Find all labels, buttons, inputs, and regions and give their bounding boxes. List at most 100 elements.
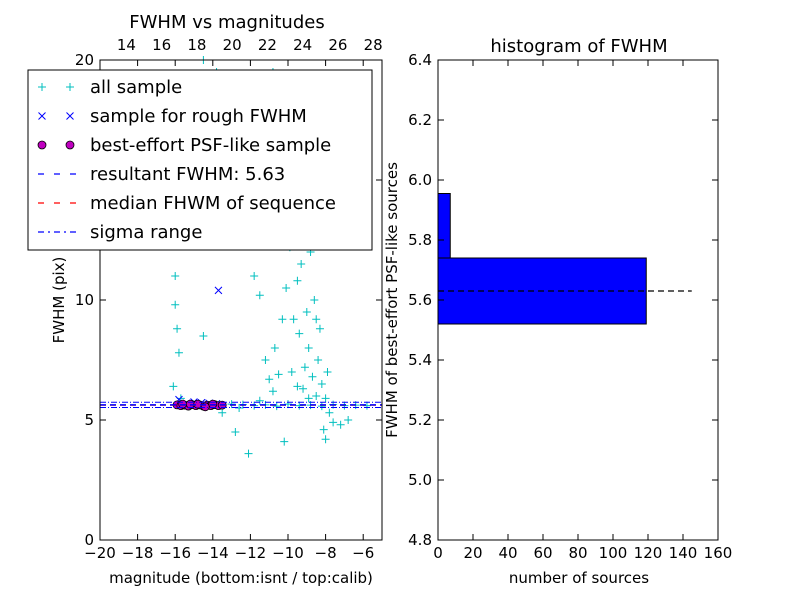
y-tick-label: 5	[84, 411, 94, 429]
all-sample-point	[321, 435, 330, 444]
scatter-top-axis: 14 16 18 20 22 24 26 28	[117, 36, 383, 54]
histogram-x-axis: 0 20 40 60 80 100 120 140 160	[433, 60, 732, 562]
histogram-y-axis: 4.8 5.0 5.2 5.4 5.6 5.8 6.0 6.2 6.4	[408, 51, 718, 549]
y-tick-label: 20	[75, 51, 94, 69]
all-sample-point	[304, 394, 313, 403]
all-sample-point	[255, 396, 264, 405]
histogram-plot: 0 20 40 60 80 100 120 140 160 4.8 5.0 5.2 5.4 5.6 5.8…	[383, 36, 732, 587]
all-sample-point	[317, 380, 326, 388]
legend-label: resultant FWHM: 5.63	[90, 164, 285, 185]
x-tick-label: −20	[84, 544, 116, 562]
all-sample-point	[268, 387, 277, 396]
all-sample-point	[261, 356, 270, 364]
y-tick-label: 6.0	[408, 171, 432, 189]
all-sample-point	[282, 284, 291, 292]
legend-marker	[65, 140, 75, 150]
legend-label: all sample	[90, 77, 182, 98]
psf-like-sample-point	[208, 399, 218, 409]
all-sample-point	[174, 348, 183, 357]
all-sample-point	[231, 428, 240, 436]
top-axis-label: 28	[364, 36, 383, 54]
all-sample-point	[336, 420, 345, 429]
top-axis-label: 24	[293, 36, 312, 54]
all-sample-point	[274, 370, 283, 379]
legend-marker	[66, 83, 74, 91]
all-sample-point	[293, 276, 302, 285]
all-sample-point	[218, 408, 227, 417]
all-sample-point	[199, 332, 208, 340]
x-tick-label: 80	[568, 544, 587, 562]
all-sample-point	[315, 324, 324, 333]
all-sample-point	[317, 402, 326, 411]
all-sample-point	[173, 324, 182, 333]
scatter-legend: all sample sample for rough FWHM best-effo…	[27, 69, 373, 251]
x-tick-label: 0	[433, 544, 443, 562]
x-tick-label: 60	[533, 544, 552, 562]
all-sample-point	[310, 296, 319, 304]
legend-marker	[66, 112, 74, 120]
all-sample-point	[270, 344, 279, 352]
all-sample-point	[314, 356, 323, 364]
x-tick-label: −14	[197, 544, 229, 562]
all-sample-point	[297, 260, 306, 268]
x-tick-label: −18	[122, 544, 154, 562]
psf-like-sample-point	[193, 399, 203, 409]
x-tick-label: 40	[498, 544, 517, 562]
y-tick-label: 0	[84, 531, 94, 549]
top-axis-label: 18	[187, 36, 206, 54]
all-sample-point	[304, 344, 313, 352]
all-sample-point	[329, 418, 338, 427]
all-sample-point	[250, 272, 259, 280]
top-axis-label: 26	[328, 36, 347, 54]
x-tick-label: −16	[159, 544, 191, 562]
y-tick-label: 10	[75, 291, 94, 309]
y-tick-label: 5.4	[408, 351, 432, 369]
all-sample-point	[289, 315, 298, 324]
scatter-y-label: FWHM (pix)	[50, 257, 68, 344]
all-sample-point	[323, 368, 332, 376]
x-tick-label: 120	[634, 544, 663, 562]
legend-label: sample for rough FWHM	[90, 106, 307, 127]
top-axis-label: 16	[152, 36, 171, 54]
all-sample-point	[325, 408, 334, 417]
legend-marker	[38, 83, 46, 91]
all-sample-point	[299, 384, 308, 393]
y-tick-label: 6.4	[408, 51, 432, 69]
histogram-title: histogram of FWHM	[490, 36, 667, 57]
y-tick-label: 4.8	[408, 531, 432, 549]
x-tick-label: 160	[704, 544, 733, 562]
y-tick-label: 5.0	[408, 471, 432, 489]
legend-label: best-effort PSF-like sample	[90, 135, 331, 156]
all-sample-point	[255, 291, 264, 300]
all-sample-point	[300, 363, 309, 372]
scatter-title: FWHM vs magnitudes	[129, 12, 324, 33]
all-sample-point	[244, 449, 253, 458]
scatter-plot: −20−18−16−14−12−10−8−6 05101520 14161820…	[27, 12, 383, 587]
legend-marker	[38, 112, 46, 120]
all-sample-point	[319, 425, 328, 434]
all-sample-point	[278, 315, 287, 324]
psf-like-sample-point	[185, 399, 195, 409]
histogram-y-label: FWHM of best-effort PSF-like sources	[383, 162, 401, 438]
x-tick-label: −8	[315, 544, 337, 562]
x-tick-label: 100	[599, 544, 628, 562]
psf-like-sample-point	[178, 399, 188, 409]
top-axis-label: 14	[117, 36, 136, 54]
all-sample-point	[272, 402, 281, 411]
x-tick-label: −12	[235, 544, 267, 562]
y-tick-label: 5.2	[408, 411, 432, 429]
all-sample-point	[280, 437, 289, 446]
all-sample-point	[287, 368, 296, 376]
top-axis-label: 20	[223, 36, 242, 54]
all-sample-point	[171, 300, 180, 309]
all-sample-point	[171, 272, 180, 280]
scatter-x-axis: −20 −18 −16 −14 −12 −10 −8 −6	[84, 60, 374, 562]
all-sample-point	[308, 372, 317, 381]
reference-lines	[100, 401, 382, 409]
legend-marker	[37, 140, 47, 150]
psf-like-sample-point	[200, 402, 210, 412]
all-sample-point	[312, 392, 321, 400]
all-sample-point	[321, 394, 330, 403]
all-sample-point	[344, 416, 353, 424]
top-axis-label: 22	[258, 36, 277, 54]
